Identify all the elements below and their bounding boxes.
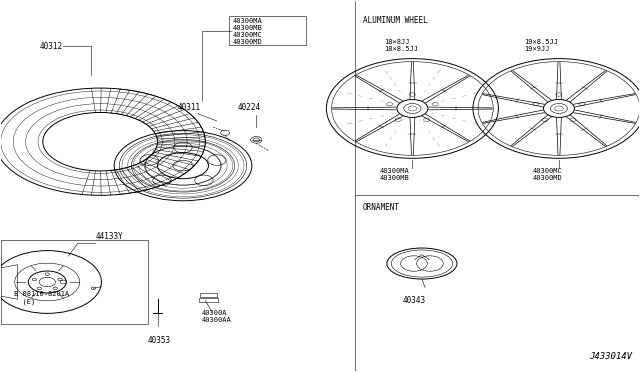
Text: J433014V: J433014V [589,352,632,361]
Circle shape [397,99,428,118]
Text: 40353: 40353 [148,336,171,344]
Text: 40300A
40300AA: 40300A 40300AA [202,310,232,323]
Circle shape [543,99,575,118]
Text: 40300MC
40300MD: 40300MC 40300MD [532,167,562,180]
Text: 40300MA
40300MB
40300MC
40300MD: 40300MA 40300MB 40300MC 40300MD [233,18,262,45]
Text: 19×8.5JJ
19×9JJ: 19×8.5JJ 19×9JJ [524,39,558,52]
Text: 40300MA
40300MB: 40300MA 40300MB [380,167,409,180]
Text: 40312: 40312 [40,42,63,51]
Text: ALUMINUM WHEEL: ALUMINUM WHEEL [363,16,428,25]
Text: 44133Y: 44133Y [96,232,124,241]
Text: 18×8JJ
18×8.5JJ: 18×8JJ 18×8.5JJ [384,39,418,52]
Text: B 08110-8201A
  (E): B 08110-8201A (E) [14,291,69,305]
Text: ORNAMENT: ORNAMENT [363,203,400,212]
Text: 40224: 40224 [237,103,260,112]
Text: 40343: 40343 [403,296,426,305]
Text: 40311: 40311 [177,103,200,112]
